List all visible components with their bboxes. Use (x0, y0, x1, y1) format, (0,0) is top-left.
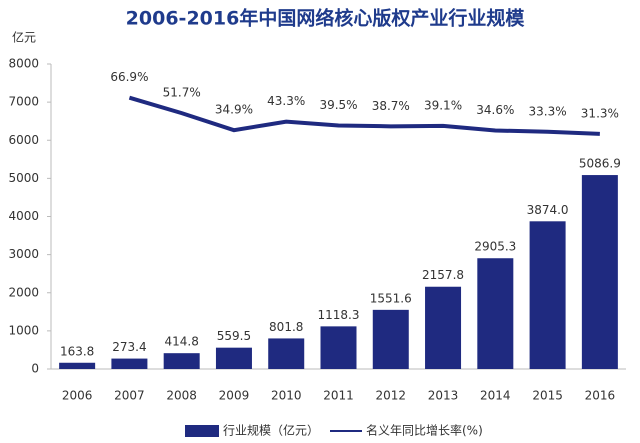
line-value-label: 34.9% (215, 103, 253, 117)
y-tick-label: 6000 (8, 133, 39, 147)
bar-value-label: 1118.3 (318, 308, 360, 322)
bar-value-label: 163.8 (60, 344, 94, 358)
line-value-label: 39.1% (424, 98, 462, 112)
bar (59, 362, 96, 369)
bar-value-label: 801.8 (269, 320, 303, 334)
bar-value-label: 3874.0 (527, 203, 569, 217)
line-value-label: 43.3% (267, 94, 305, 108)
y-tick-label: 0 (31, 362, 39, 376)
x-tick-label: 2007 (114, 389, 145, 403)
x-tick-label: 2012 (375, 389, 406, 403)
bar-value-label: 2905.3 (474, 240, 516, 254)
x-tick-label: 2014 (480, 389, 511, 403)
bar-value-label: 5086.9 (579, 157, 621, 171)
x-tick-label: 2016 (585, 389, 616, 403)
bar (425, 286, 462, 369)
bar-value-label: 559.5 (217, 329, 251, 343)
y-tick-label: 7000 (8, 95, 39, 109)
y-tick-label: 4000 (8, 209, 39, 223)
bar (111, 358, 148, 369)
x-tick-label: 2008 (166, 389, 197, 403)
x-tick-label: 2015 (532, 389, 563, 403)
line-value-label: 34.6% (476, 103, 514, 117)
bar-value-label: 2157.8 (422, 268, 464, 282)
line-value-label: 38.7% (372, 99, 410, 113)
y-tick-label: 8000 (8, 57, 39, 71)
y-tick-label: 1000 (8, 323, 39, 337)
bar-value-label: 1551.6 (370, 291, 412, 305)
y-tick-label: 2000 (8, 285, 39, 299)
growth-line (128, 95, 600, 136)
x-tick-label: 2013 (428, 389, 459, 403)
legend-swatch (185, 425, 219, 437)
x-tick-label: 2006 (62, 389, 93, 403)
bar-value-label: 273.4 (112, 340, 146, 354)
bar (477, 258, 514, 369)
line-value-label: 31.3% (581, 106, 619, 120)
bar (320, 326, 357, 369)
y-tick-label: 5000 (8, 171, 39, 185)
bar-value-label: 414.8 (165, 335, 199, 349)
line-value-label: 39.5% (319, 98, 357, 112)
bar (529, 221, 566, 369)
y-axis-label: 亿元 (12, 30, 36, 45)
bar (163, 353, 200, 369)
chart-title: 2006-2016年中国网络核心版权产业行业规模 (126, 7, 526, 30)
bar (215, 347, 252, 369)
x-tick-label: 2010 (271, 389, 302, 403)
legend-label: 行业规模（亿元） (223, 423, 319, 438)
y-tick-label: 3000 (8, 247, 39, 261)
bar (372, 309, 409, 369)
x-tick-label: 2009 (219, 389, 250, 403)
line-value-label: 33.3% (529, 104, 567, 118)
line-value-label: 51.7% (163, 86, 201, 100)
bar (268, 338, 305, 369)
x-tick-label: 2011 (323, 389, 354, 403)
line-value-label: 66.9% (110, 70, 148, 84)
legend-label: 名义年同比增长率(%) (366, 423, 483, 438)
bar (581, 175, 618, 369)
